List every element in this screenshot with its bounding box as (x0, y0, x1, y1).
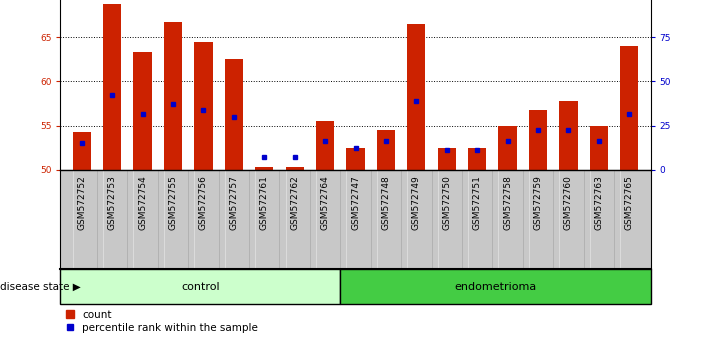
Text: GSM572752: GSM572752 (77, 175, 86, 230)
Bar (438, 148, 456, 170)
Bar (498, 126, 517, 170)
Text: GSM572753: GSM572753 (107, 175, 117, 230)
Bar (468, 148, 486, 170)
Bar (255, 167, 273, 170)
Bar (620, 46, 638, 170)
Text: GSM572756: GSM572756 (199, 175, 208, 230)
Text: GSM572751: GSM572751 (473, 175, 481, 230)
Bar (560, 101, 577, 170)
Bar (60, 269, 341, 304)
Text: control: control (181, 282, 220, 292)
Text: GSM572747: GSM572747 (351, 175, 360, 230)
Text: GSM572750: GSM572750 (442, 175, 451, 230)
Bar (346, 148, 365, 170)
Text: GSM572758: GSM572758 (503, 175, 512, 230)
Text: GSM572760: GSM572760 (564, 175, 573, 230)
Bar (164, 22, 182, 170)
Text: GSM572754: GSM572754 (138, 175, 147, 230)
Bar (73, 132, 91, 170)
Bar (194, 41, 213, 170)
Text: GSM572759: GSM572759 (533, 175, 542, 230)
Text: GSM572761: GSM572761 (260, 175, 269, 230)
Bar (377, 130, 395, 170)
Bar (341, 269, 651, 304)
Bar (103, 4, 122, 170)
Text: endometrioma: endometrioma (454, 282, 537, 292)
Text: GSM572763: GSM572763 (594, 175, 604, 230)
Text: GSM572748: GSM572748 (381, 175, 390, 230)
Bar (316, 121, 334, 170)
Text: disease state ▶: disease state ▶ (0, 282, 81, 292)
Bar (407, 24, 425, 170)
Text: GSM572765: GSM572765 (625, 175, 634, 230)
Legend: count, percentile rank within the sample: count, percentile rank within the sample (65, 310, 258, 333)
Bar (286, 167, 304, 170)
Bar (529, 110, 547, 170)
Bar (134, 52, 151, 170)
Bar (589, 126, 608, 170)
Bar (225, 59, 243, 170)
Text: GSM572762: GSM572762 (290, 175, 299, 230)
Text: GSM572749: GSM572749 (412, 175, 421, 230)
Text: GSM572757: GSM572757 (230, 175, 238, 230)
Text: GSM572755: GSM572755 (169, 175, 178, 230)
Text: GSM572764: GSM572764 (321, 175, 330, 230)
